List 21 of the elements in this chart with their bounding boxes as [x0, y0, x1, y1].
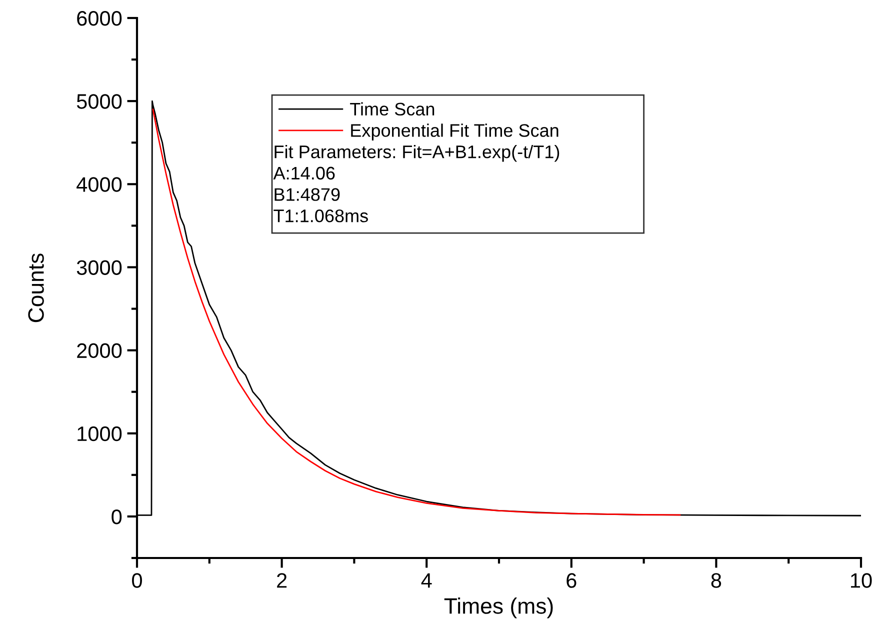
y-tick-label: 2000	[77, 343, 122, 358]
annotation: B1:4879	[274, 188, 340, 201]
x-tick-label: 8	[711, 573, 722, 588]
x-tick-label: 0	[132, 573, 142, 588]
y-axis-title: Counts	[28, 254, 44, 322]
x-tick-label: 2	[277, 573, 287, 588]
y-tick-label: 0	[112, 509, 122, 524]
legend-label: Time Scan	[350, 102, 434, 116]
x-tick-label: 10	[851, 573, 872, 588]
x-tick-label: 6	[566, 573, 576, 588]
annotation: T1:1.068ms	[274, 209, 368, 222]
y-tick-label: 5000	[76, 94, 122, 109]
annotation: Fit Parameters: Fit=A+B1.exp(-t/T1)	[274, 144, 560, 162]
y-tick-label: 6000	[77, 11, 122, 26]
legend-label: Exponential Fit Time Scan	[351, 124, 558, 140]
y-tick-label: 3000	[76, 260, 122, 275]
y-tick-label: 1000	[78, 426, 122, 442]
x-tick-label: 4	[421, 573, 432, 588]
annotation: A:14.06	[273, 166, 335, 180]
x-axis-title: Times (ms)	[444, 598, 553, 618]
y-tick-label: 4000	[76, 177, 122, 192]
